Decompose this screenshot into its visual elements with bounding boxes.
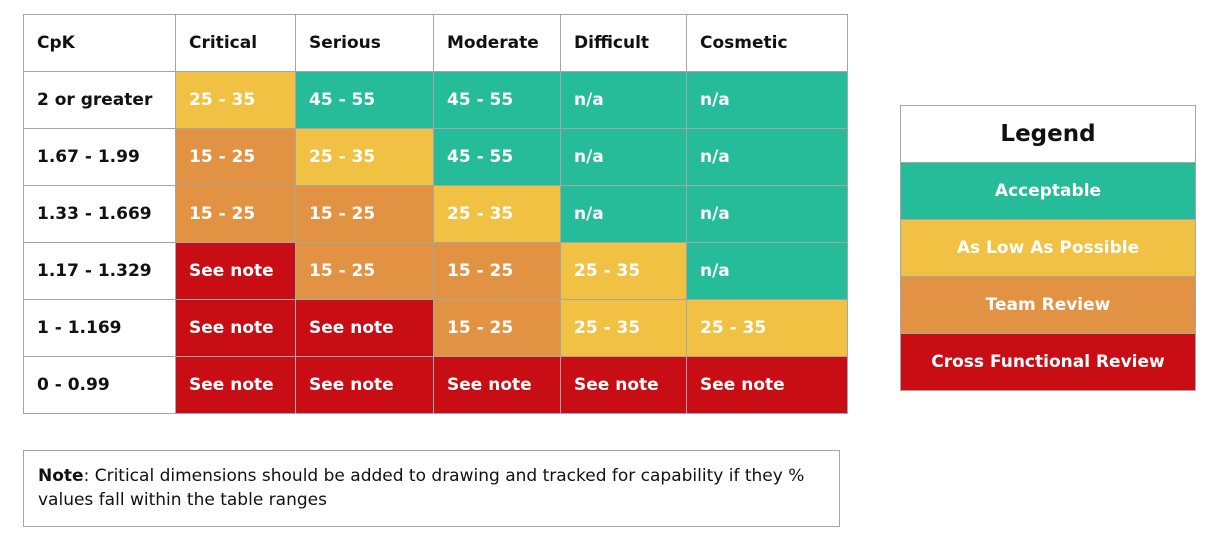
table-cell: n/a (560, 71, 687, 129)
table-cell: 25 - 35 (686, 299, 848, 357)
table-cell: 45 - 55 (295, 71, 434, 129)
column-header-moderate: Moderate (433, 14, 561, 72)
row-label: 0 - 0.99 (23, 356, 176, 414)
column-header-cosmetic: Cosmetic (686, 14, 848, 72)
table-cell: 15 - 25 (295, 185, 434, 243)
table-cell: 25 - 35 (295, 128, 434, 186)
legend-row: Acceptable (900, 162, 1196, 220)
legend-item-acceptable: Acceptable (900, 162, 1196, 220)
table-cell: 15 - 25 (175, 185, 296, 243)
column-header-difficult: Difficult (560, 14, 687, 72)
table-cell: See note (175, 242, 296, 300)
table-cell: See note (295, 299, 434, 357)
corner-header: CpK (23, 14, 176, 72)
legend-header-row: Legend (900, 105, 1196, 163)
table-row: 1.17 - 1.329 See note 15 - 25 15 - 25 25… (23, 242, 848, 300)
table-cell: 25 - 35 (560, 299, 687, 357)
legend-row: Team Review (900, 276, 1196, 334)
table-cell: 45 - 55 (433, 71, 561, 129)
table-cell: n/a (560, 128, 687, 186)
table-cell: See note (433, 356, 561, 414)
table-row: 1.33 - 1.669 15 - 25 15 - 25 25 - 35 n/a… (23, 185, 848, 243)
table-row: 2 or greater 25 - 35 45 - 55 45 - 55 n/a… (23, 71, 848, 129)
table-cell: See note (175, 299, 296, 357)
table-row: 1 - 1.169 See note See note 15 - 25 25 -… (23, 299, 848, 357)
table-cell: See note (560, 356, 687, 414)
table-cell: 15 - 25 (295, 242, 434, 300)
column-header-serious: Serious (295, 14, 434, 72)
table-cell: See note (175, 356, 296, 414)
row-label: 1.67 - 1.99 (23, 128, 176, 186)
table-cell: n/a (686, 185, 848, 243)
row-label: 1.33 - 1.669 (23, 185, 176, 243)
table-row: 1.67 - 1.99 15 - 25 25 - 35 45 - 55 n/a … (23, 128, 848, 186)
table-cell: 25 - 35 (433, 185, 561, 243)
legend-title: Legend (900, 105, 1196, 163)
table-cell: 15 - 25 (175, 128, 296, 186)
table-cell: 25 - 35 (560, 242, 687, 300)
legend-item-team-review: Team Review (900, 276, 1196, 334)
table-cell: 15 - 25 (433, 299, 561, 357)
column-header-critical: Critical (175, 14, 296, 72)
note-box: Note: Critical dimensions should be adde… (23, 450, 840, 527)
table-cell: 45 - 55 (433, 128, 561, 186)
row-label: 1 - 1.169 (23, 299, 176, 357)
table-cell: n/a (686, 71, 848, 129)
table-row: 0 - 0.99 See note See note See note See … (23, 356, 848, 414)
note-label: Note (38, 466, 84, 486)
row-label: 2 or greater (23, 71, 176, 129)
table-header-row: CpK Critical Serious Moderate Difficult … (23, 14, 848, 72)
legend-row: As Low As Possible (900, 219, 1196, 277)
legend-row: Cross Functional Review (900, 333, 1196, 391)
table-cell: See note (295, 356, 434, 414)
row-label: 1.17 - 1.329 (23, 242, 176, 300)
legend: Legend Acceptable As Low As Possible Tea… (900, 105, 1196, 391)
legend-item-cross-functional-review: Cross Functional Review (900, 333, 1196, 391)
legend-item-as-low-as-possible: As Low As Possible (900, 219, 1196, 277)
table-cell: 25 - 35 (175, 71, 296, 129)
table-cell: See note (686, 356, 848, 414)
table-cell: n/a (560, 185, 687, 243)
table-cell: n/a (686, 128, 848, 186)
table-cell: 15 - 25 (433, 242, 561, 300)
table-cell: n/a (686, 242, 848, 300)
cpk-table: CpK Critical Serious Moderate Difficult … (23, 14, 848, 414)
note-text: : Critical dimensions should be added to… (38, 466, 805, 510)
